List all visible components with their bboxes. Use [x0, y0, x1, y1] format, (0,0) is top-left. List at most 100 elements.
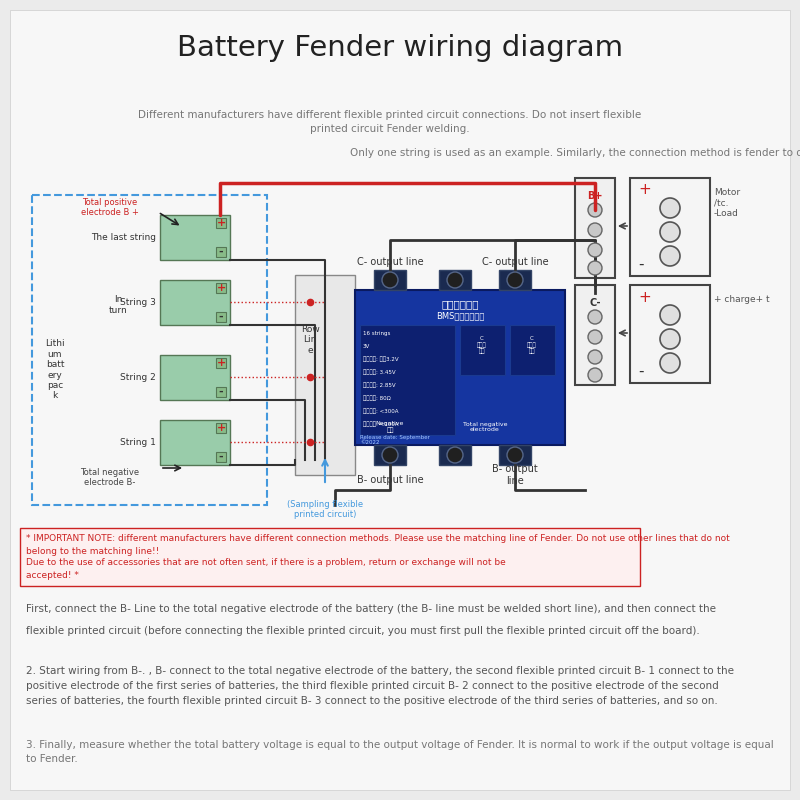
Bar: [216, 387, 226, 397]
Bar: [374, 270, 406, 290]
Circle shape: [382, 272, 398, 288]
Bar: [32, 195, 267, 505]
Text: -: -: [218, 387, 223, 397]
Circle shape: [588, 350, 602, 364]
Text: C-: C-: [590, 298, 601, 308]
Text: + charge+ t: + charge+ t: [714, 295, 770, 304]
Bar: [216, 283, 226, 293]
Text: String 1: String 1: [120, 438, 156, 447]
Bar: [216, 423, 226, 433]
Text: 放电截止: 2.85V: 放电截止: 2.85V: [363, 382, 396, 388]
Text: 放电电流: <100A: 放电电流: <100A: [363, 422, 398, 426]
Text: Release date: September
©2022: Release date: September ©2022: [360, 434, 430, 446]
Text: Negative
电极: Negative 电极: [376, 422, 404, 433]
Text: +: +: [216, 423, 226, 433]
Circle shape: [660, 246, 680, 266]
Bar: [216, 358, 226, 368]
Circle shape: [660, 222, 680, 242]
Circle shape: [588, 261, 602, 275]
Text: -: -: [218, 247, 223, 257]
Text: +: +: [638, 290, 650, 305]
Circle shape: [588, 368, 602, 382]
Text: (Sampling flexible
printed circuit): (Sampling flexible printed circuit): [287, 500, 363, 519]
Text: Lithi
um
batt
ery
pac
k: Lithi um batt ery pac k: [45, 339, 65, 401]
Text: 充电电流: <300A: 充电电流: <300A: [363, 408, 398, 414]
Text: Motor
/tc.
-Load: Motor /tc. -Load: [714, 188, 740, 218]
Bar: [499, 445, 531, 465]
Text: Total negative
electrode B-: Total negative electrode B-: [81, 468, 139, 487]
Bar: [216, 247, 226, 257]
Text: 均衡电压: 3.45V: 均衡电压: 3.45V: [363, 370, 396, 374]
Circle shape: [447, 272, 463, 288]
Bar: [575, 285, 615, 385]
Bar: [160, 420, 230, 465]
Circle shape: [660, 198, 680, 218]
Circle shape: [382, 447, 398, 463]
Text: Row
Lin
e: Row Lin e: [301, 325, 319, 355]
Text: BMS电池管理系统: BMS电池管理系统: [436, 311, 484, 321]
Text: +: +: [216, 218, 226, 228]
Text: B+: B+: [587, 191, 602, 201]
Bar: [630, 285, 710, 383]
Circle shape: [447, 447, 463, 463]
Text: Different manufacturers have different flexible printed circuit connections. Do : Different manufacturers have different f…: [138, 110, 642, 134]
Circle shape: [660, 353, 680, 373]
Bar: [499, 270, 531, 290]
Bar: [510, 325, 555, 375]
Text: -: -: [638, 257, 643, 271]
Text: First, connect the B- Line to the total negative electrode of the battery (the B: First, connect the B- Line to the total …: [26, 604, 716, 614]
Text: -: -: [638, 363, 643, 378]
Text: In
turn: In turn: [109, 295, 127, 314]
Bar: [160, 280, 230, 325]
Bar: [216, 312, 226, 322]
Text: 电池电压: 充电3.2V: 电池电压: 充电3.2V: [363, 356, 398, 362]
Text: 2. Start wiring from B-. , B- connect to the total negative electrode of the bat: 2. Start wiring from B-. , B- connect to…: [26, 666, 734, 706]
Circle shape: [507, 447, 523, 463]
Bar: [216, 218, 226, 228]
Text: C- output line: C- output line: [482, 257, 548, 267]
Text: C
充放电
电路: C 充放电 电路: [527, 336, 537, 354]
Text: The last string: The last string: [91, 233, 156, 242]
Text: B- output line: B- output line: [357, 475, 423, 485]
Bar: [460, 325, 505, 375]
Bar: [160, 215, 230, 260]
Bar: [295, 275, 355, 475]
Bar: [374, 445, 406, 465]
Text: Only one string is used as an example. Similarly, the connection method is fende: Only one string is used as an example. S…: [350, 148, 800, 158]
Text: C- output line: C- output line: [357, 257, 423, 267]
Text: Battery Fender wiring diagram: Battery Fender wiring diagram: [177, 34, 623, 62]
Circle shape: [588, 203, 602, 217]
Text: 16 strings: 16 strings: [363, 330, 390, 335]
Bar: [160, 355, 230, 400]
Bar: [20, 528, 640, 586]
Text: 3. Finally, measure whether the total battery voltage is equal to the output vol: 3. Finally, measure whether the total ba…: [26, 740, 774, 764]
Bar: [575, 178, 615, 278]
Text: 3V: 3V: [363, 343, 370, 349]
Bar: [216, 452, 226, 462]
Text: -: -: [218, 312, 223, 322]
Text: String 2: String 2: [120, 373, 156, 382]
Bar: [360, 325, 455, 435]
Text: +: +: [216, 358, 226, 368]
Bar: [630, 178, 710, 276]
Text: Due to the use of accessories that are not often sent, if there is a problem, re: Due to the use of accessories that are n…: [26, 558, 506, 579]
Circle shape: [660, 305, 680, 325]
Text: +: +: [216, 283, 226, 293]
Circle shape: [507, 272, 523, 288]
Text: +: +: [638, 182, 650, 198]
Text: flexible printed circuit (before connecting the flexible printed circuit, you mu: flexible printed circuit (before connect…: [26, 626, 700, 636]
Text: String 3: String 3: [120, 298, 156, 307]
Circle shape: [660, 329, 680, 349]
Bar: [355, 290, 565, 445]
Circle shape: [588, 223, 602, 237]
Text: 常发电子科技: 常发电子科技: [442, 299, 478, 309]
Circle shape: [588, 310, 602, 324]
Text: C
充放电
电路: C 充放电 电路: [477, 336, 487, 354]
Text: * IMPORTANT NOTE: different manufacturers have different connection methods. Ple: * IMPORTANT NOTE: different manufacturer…: [26, 534, 730, 555]
Bar: [439, 270, 471, 290]
Text: B- output
line: B- output line: [492, 464, 538, 486]
Bar: [439, 445, 471, 465]
Circle shape: [588, 330, 602, 344]
Text: Total positive
electrode B +: Total positive electrode B +: [81, 198, 139, 218]
Text: Total negative
electrode: Total negative electrode: [462, 422, 507, 432]
